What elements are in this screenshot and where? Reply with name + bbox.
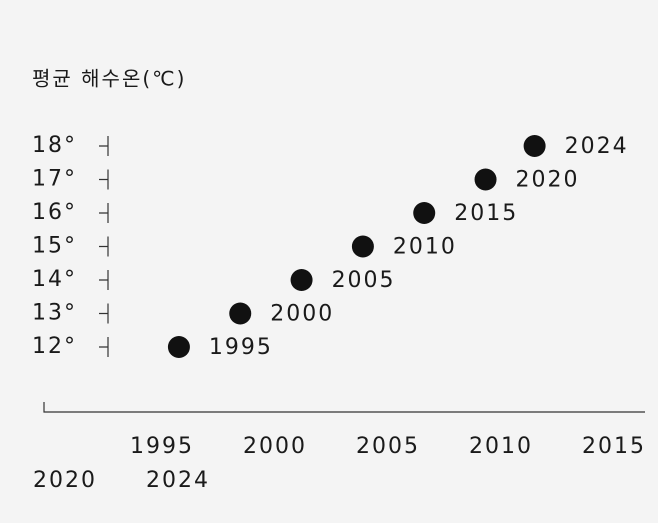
y-tick-label: 13° [32, 301, 77, 326]
point [290, 269, 313, 291]
point [523, 135, 546, 157]
x-tick-label: 2020 [33, 468, 97, 493]
point-label: 2000 [270, 302, 334, 327]
x-tick-label: 2024 [146, 468, 210, 493]
y-tick-label: 16° [32, 200, 77, 225]
point [474, 168, 497, 191]
y-tick-mark [99, 337, 109, 357]
y-tick-mark [99, 169, 109, 190]
y-tick-label: 12° [32, 334, 77, 359]
x-tick-label: 2005 [356, 434, 420, 459]
x-tick-label: 2015 [582, 434, 646, 459]
point-label: 2015 [454, 201, 518, 226]
point [229, 302, 252, 325]
y-tick-mark [99, 236, 109, 257]
y-tick-mark [99, 136, 109, 156]
x-tick-label: 1995 [130, 434, 194, 459]
y-tick-label: 18° [32, 133, 77, 158]
point [351, 235, 374, 258]
point-label: 2005 [332, 268, 396, 293]
point [167, 336, 190, 358]
point-label: 1995 [209, 335, 273, 360]
y-tick-mark [99, 303, 109, 324]
y-tick-label: 14° [32, 267, 77, 292]
point-label: 2020 [516, 168, 580, 193]
point-label: 2024 [565, 134, 629, 159]
y-tick-mark [99, 270, 109, 290]
y-tick-label: 17° [32, 167, 77, 192]
point [413, 202, 436, 224]
x-axis [43, 402, 645, 413]
chart-title: 평균 해수온(℃) [32, 67, 186, 91]
x-tick-label: 2000 [243, 434, 307, 459]
point-label: 2010 [393, 235, 457, 260]
y-tick-label: 15° [32, 234, 77, 259]
x-tick-label: 2010 [469, 434, 533, 459]
y-tick-mark [99, 203, 109, 223]
